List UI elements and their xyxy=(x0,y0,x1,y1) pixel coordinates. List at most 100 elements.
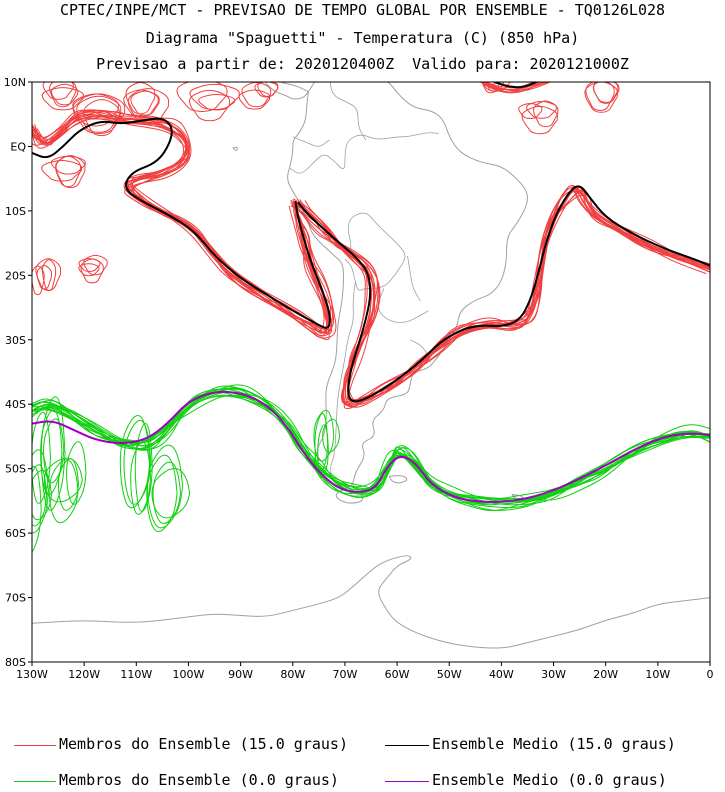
member-contour-15 xyxy=(295,186,710,402)
members-15-contours xyxy=(32,82,710,410)
lat-tick-label: EQ xyxy=(10,140,26,153)
title-line-2: Diagrama "Spaguetti" - Temperatura (C) (… xyxy=(145,29,580,47)
country-border xyxy=(409,339,432,363)
member-contour-15 xyxy=(72,93,119,127)
lon-tick-label: 50W xyxy=(437,668,462,681)
member-contour-15 xyxy=(32,117,332,335)
member-contour-15 xyxy=(485,82,536,89)
coastline xyxy=(232,146,238,152)
member-contour-0 xyxy=(32,387,710,509)
legend-swatch-mean-0 xyxy=(385,781,429,782)
member-contour-15 xyxy=(83,254,108,276)
legend-swatch-members-15 xyxy=(14,745,56,746)
coastlines xyxy=(32,77,710,649)
coastline xyxy=(287,82,529,492)
legend-label-members-15: Membros do Ensemble (15.0 graus) xyxy=(59,735,348,753)
member-contour-0 xyxy=(134,423,153,512)
member-contour-0 xyxy=(314,412,329,475)
member-contour-15 xyxy=(299,190,707,403)
member-contour-15 xyxy=(80,258,104,284)
member-contour-0 xyxy=(32,464,48,527)
member-contour-15 xyxy=(123,89,159,118)
member-contour-15 xyxy=(36,110,329,334)
member-contour-15 xyxy=(592,82,620,103)
member-contour-15 xyxy=(294,185,710,410)
ensemble-mean-contours xyxy=(32,82,710,503)
member-contour-15 xyxy=(78,263,100,277)
lat-tick-label: 50S xyxy=(5,463,26,476)
member-contour-0 xyxy=(58,458,80,511)
legend-label-mean-15: Ensemble Medio (15.0 graus) xyxy=(432,735,676,753)
member-contour-15 xyxy=(125,82,156,115)
longitude-axis: 130W 120W 110W 100W 90W 80W 70W 60W 50W 40W 30W 20W… xyxy=(16,662,714,681)
members-0-contours xyxy=(32,384,710,553)
member-contour-0 xyxy=(322,418,341,453)
coastline xyxy=(279,82,309,93)
member-contour-0 xyxy=(32,384,710,512)
country-border xyxy=(289,132,439,174)
coastline xyxy=(264,82,309,100)
title-line-3: Previsao a partir de: 2020120400Z Valido… xyxy=(96,55,629,73)
country-border xyxy=(330,281,356,482)
member-contour-15 xyxy=(585,82,615,111)
ensemble-mean-15 xyxy=(297,185,710,403)
member-contour-15 xyxy=(33,109,335,331)
ensemble-mean-15 xyxy=(32,117,331,329)
member-contour-0 xyxy=(66,441,87,505)
lat-tick-label: 20S xyxy=(5,269,26,282)
lat-tick-label: 10S xyxy=(5,205,26,218)
member-contour-15 xyxy=(296,187,710,408)
member-contour-15 xyxy=(176,82,228,112)
member-contour-15 xyxy=(296,194,710,402)
member-contour-15 xyxy=(41,87,84,111)
lat-tick-label: 40S xyxy=(5,398,26,411)
lon-tick-label: 70W xyxy=(332,668,357,681)
member-contour-15 xyxy=(55,155,86,189)
legend-swatch-members-0 xyxy=(14,781,56,782)
member-contour-15 xyxy=(483,82,552,92)
coastline xyxy=(388,475,408,484)
member-contour-0 xyxy=(36,391,708,506)
lon-tick-label: 80W xyxy=(280,668,305,681)
lon-tick-label: 40W xyxy=(489,668,514,681)
member-contour-15 xyxy=(238,89,271,110)
lon-tick-label: 130W xyxy=(16,668,48,681)
member-contour-15 xyxy=(41,160,83,182)
member-contour-15 xyxy=(584,82,619,113)
member-contour-15 xyxy=(241,82,272,108)
title-line-1: CPTEC/INPE/MCT - PREVISAO DE TEMPO GLOBA… xyxy=(59,1,666,19)
legend-label-mean-0: Ensemble Medio (0.0 graus) xyxy=(432,771,667,789)
member-contour-0 xyxy=(151,468,191,519)
lon-tick-label: 10W xyxy=(645,668,670,681)
country-border xyxy=(329,82,367,141)
map-frame xyxy=(31,81,711,663)
member-contour-0 xyxy=(32,466,42,553)
member-contour-15 xyxy=(50,155,86,175)
member-contour-15 xyxy=(55,155,82,188)
lon-tick-label: 30W xyxy=(541,668,566,681)
member-contour-15 xyxy=(294,190,710,401)
member-contour-0 xyxy=(147,444,184,529)
member-contour-0 xyxy=(40,409,63,496)
member-contour-15 xyxy=(42,82,74,100)
coastline xyxy=(389,77,393,81)
lon-tick-label: 20W xyxy=(593,668,618,681)
member-contour-15 xyxy=(290,185,710,406)
member-contour-15 xyxy=(83,99,120,137)
lat-tick-label: 30S xyxy=(5,334,26,347)
ensemble-mean-15 xyxy=(492,82,539,89)
member-contour-15 xyxy=(299,185,710,407)
lon-tick-label: 0 xyxy=(707,668,714,681)
legend-swatch-mean-15 xyxy=(385,745,429,746)
country-border xyxy=(292,136,330,147)
member-contour-15 xyxy=(76,95,122,133)
member-contour-15 xyxy=(189,83,240,111)
member-contour-0 xyxy=(130,441,152,515)
member-contour-15 xyxy=(479,82,545,94)
member-contour-15 xyxy=(484,82,499,85)
lat-tick-label: 80S xyxy=(5,656,26,669)
lat-tick-label: 60S xyxy=(5,527,26,540)
member-contour-0 xyxy=(119,415,151,509)
member-contour-15 xyxy=(188,89,231,122)
